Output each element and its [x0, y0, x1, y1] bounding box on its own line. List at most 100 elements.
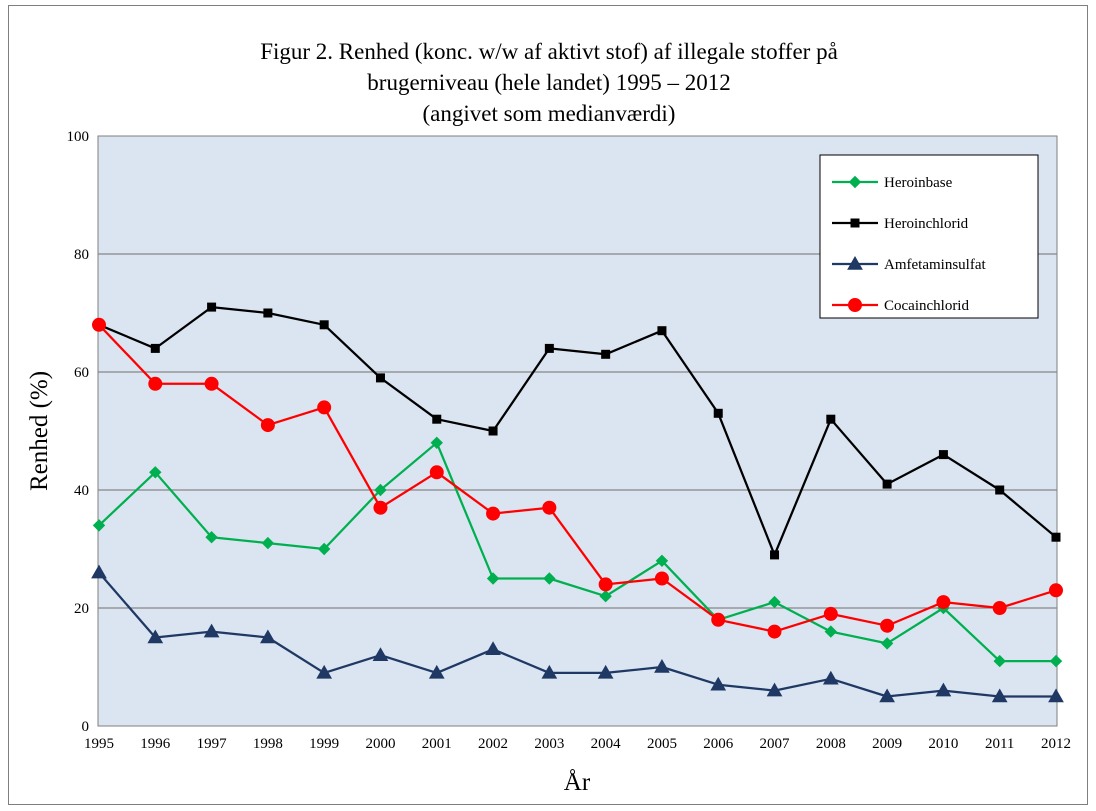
- data-point-cocainchlorid: [823, 606, 838, 621]
- y-tick-label: 60: [74, 365, 89, 381]
- data-point-cocainchlorid: [429, 465, 444, 480]
- data-point-heroinbase: [599, 589, 612, 603]
- legend-label: Heroinchlorid: [884, 216, 969, 232]
- data-point-cocainchlorid: [880, 618, 895, 633]
- x-tick-label: 1999: [309, 736, 339, 752]
- x-tick-label: 2012: [1041, 736, 1071, 752]
- data-point-amfetaminsulfat: [654, 658, 670, 673]
- data-point-amfetaminsulfat: [597, 664, 614, 679]
- data-point-heroinbase: [92, 519, 106, 532]
- legend: Heroinbase Heroinchlorid Amfetaminsulfat Co…: [819, 154, 1039, 319]
- data-point-cocainchlorid: [317, 400, 332, 415]
- data-point-heroinchlorid: [375, 373, 385, 383]
- series-line-heroinchlorid: [98, 305, 1057, 557]
- data-point-cocainchlorid: [148, 376, 163, 391]
- series-points-cocainchlorid: [92, 317, 1063, 639]
- data-point-heroinchlorid: [263, 308, 273, 318]
- data-point-cocainchlorid: [654, 571, 669, 586]
- data-point-heroinbase: [430, 436, 443, 450]
- x-tick-label: 2004: [591, 736, 622, 752]
- chart-title: Figur 2. Renhed (konc. w/w af aktivt sto…: [260, 39, 838, 126]
- chart-frame: Figur 2. Renhed (konc. w/w af aktivt sto…: [8, 5, 1088, 805]
- x-tick-label: 2000: [365, 736, 395, 752]
- data-point-heroinchlorid: [657, 326, 667, 336]
- data-point-amfetaminsulfat: [541, 664, 558, 679]
- x-tick-label: 1997: [197, 736, 228, 752]
- data-point-heroinchlorid: [713, 408, 723, 418]
- x-tick-label: 2011: [985, 736, 1014, 752]
- data-point-heroinchlorid: [488, 426, 498, 436]
- y-axis-tick-labels: 0 20 40 60 80 100: [67, 129, 90, 735]
- series-markers: [91, 302, 1064, 703]
- legend-label: Cocainchlorid: [884, 298, 969, 314]
- data-point-cocainchlorid: [373, 500, 388, 515]
- data-point-cocainchlorid: [936, 595, 951, 610]
- legend-marker-diamond: [848, 175, 862, 189]
- data-point-cocainchlorid: [767, 624, 782, 639]
- data-point-cocainchlorid: [1049, 583, 1063, 598]
- data-point-amfetaminsulfat: [879, 688, 895, 703]
- x-tick-label: 2005: [647, 736, 677, 752]
- data-point-amfetaminsulfat: [147, 629, 164, 644]
- data-point-heroinchlorid: [150, 343, 160, 353]
- line-chart: Figur 2. Renhed (konc. w/w af aktivt sto…: [26, 39, 1071, 796]
- series-line-amfetaminsulfat: [98, 571, 1056, 698]
- data-point-heroinchlorid: [938, 450, 948, 460]
- data-point-amfetaminsulfat: [91, 564, 107, 579]
- data-point-heroinchlorid: [1051, 532, 1061, 542]
- data-point-heroinbase: [768, 595, 781, 609]
- data-point-amfetaminsulfat: [1048, 688, 1064, 703]
- series-line-cocainchlorid: [98, 324, 1057, 633]
- y-tick-label: 0: [82, 719, 90, 735]
- data-point-heroinbase: [1049, 654, 1063, 668]
- x-tick-label: 1995: [84, 736, 114, 752]
- x-axis-tick-labels: 1995 1996 1997 1998 1999 2000 2001 2002 2003 2004…: [84, 736, 1071, 752]
- data-point-heroinbase: [317, 542, 331, 556]
- x-tick-label: 1998: [253, 736, 283, 752]
- data-point-amfetaminsulfat: [822, 670, 839, 685]
- data-point-heroinbase: [880, 637, 894, 650]
- legend-marker-circle: [848, 298, 862, 312]
- data-point-heroinbase: [993, 654, 1006, 668]
- data-point-cocainchlorid: [92, 317, 106, 332]
- x-tick-label: 2010: [928, 736, 958, 752]
- data-point-heroinchlorid: [601, 349, 611, 359]
- data-point-heroinchlorid: [207, 302, 217, 312]
- legend-item-heroinchlorid: Heroinchlorid: [832, 216, 969, 232]
- legend-item-heroinbase: Heroinbase: [832, 175, 953, 191]
- data-point-heroinbase: [205, 530, 218, 544]
- data-point-amfetaminsulfat: [372, 647, 389, 661]
- gridlines: [98, 253, 1057, 609]
- data-point-heroinbase: [486, 572, 500, 585]
- legend-item-cocainchlorid: Cocainchlorid: [832, 298, 969, 314]
- series-line-heroinbase: [98, 441, 1056, 663]
- data-point-cocainchlorid: [486, 506, 501, 521]
- data-point-amfetaminsulfat: [485, 641, 501, 656]
- data-point-heroinbase: [543, 572, 556, 585]
- data-point-amfetaminsulfat: [935, 682, 952, 697]
- legend-marker-square: [850, 218, 860, 228]
- chart-title-line-2: brugerniveau (hele landet) 1995 – 2012: [367, 70, 730, 95]
- legend-item-amfetaminsulfat: Amfetaminsulfat: [832, 255, 986, 273]
- y-tick-label: 100: [67, 129, 90, 145]
- data-point-amfetaminsulfat: [260, 629, 276, 644]
- series-points-heroinbase: [92, 436, 1063, 668]
- data-point-heroinchlorid: [882, 479, 892, 489]
- y-tick-label: 20: [74, 601, 89, 617]
- data-point-amfetaminsulfat: [991, 688, 1008, 703]
- y-tick-label: 40: [74, 483, 89, 499]
- x-tick-label: 2001: [422, 736, 452, 752]
- legend-label: Heroinbase: [884, 175, 953, 191]
- data-point-amfetaminsulfat: [203, 623, 220, 638]
- data-point-cocainchlorid: [992, 601, 1007, 615]
- data-point-heroinbase: [261, 536, 275, 550]
- data-point-heroinchlorid: [544, 343, 554, 353]
- x-tick-label: 2006: [703, 736, 734, 752]
- data-point-heroinchlorid: [995, 485, 1005, 495]
- data-point-amfetaminsulfat: [710, 676, 727, 691]
- x-tick-label: 1996: [140, 736, 171, 752]
- x-tick-label: 2008: [816, 736, 846, 752]
- data-point-heroinbase: [824, 625, 838, 638]
- y-tick-label: 80: [74, 247, 89, 263]
- data-point-cocainchlorid: [711, 612, 726, 627]
